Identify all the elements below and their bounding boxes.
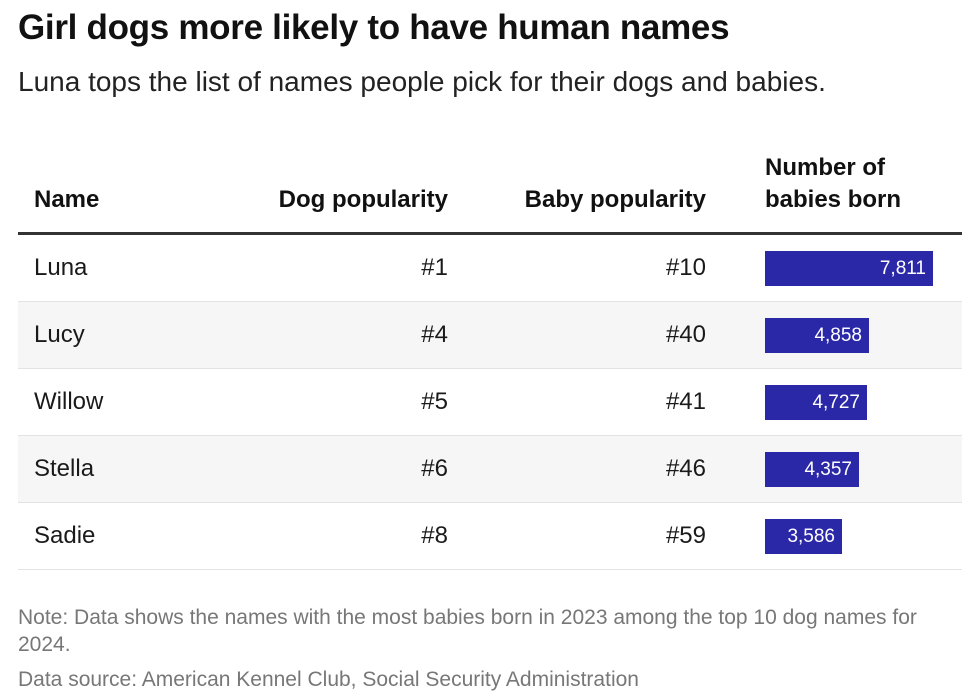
- cell-name: Sadie: [34, 522, 96, 549]
- cell-baby-popularity: #41: [665, 388, 706, 415]
- table-row: Willow #5 #41 4,727: [18, 369, 962, 436]
- babies-born-label: 7,811: [879, 258, 926, 279]
- babies-born-bar: 4,357: [765, 452, 859, 487]
- data-table: Name Dog popularity Baby popularity Numb…: [18, 148, 962, 570]
- babies-born-label: 4,727: [812, 392, 860, 413]
- cell-baby-popularity: #40: [665, 321, 706, 348]
- column-header-babies-born-line1: Number of: [765, 154, 885, 181]
- column-header-dog-popularity: Dog popularity: [278, 186, 448, 213]
- cell-baby-popularity: #10: [665, 254, 706, 281]
- cell-name: Stella: [34, 455, 95, 482]
- babies-born-label: 4,357: [804, 459, 852, 480]
- chart-subtitle: Luna tops the list of names people pick …: [18, 66, 826, 97]
- column-header-name: Name: [34, 186, 100, 213]
- babies-born-bar: 3,586: [765, 519, 842, 554]
- column-header-babies-born: Number of babies born: [765, 152, 901, 216]
- column-header-baby-popularity: Baby popularity: [524, 186, 706, 213]
- cell-dog-popularity: #1: [421, 254, 448, 281]
- table-row: Sadie #8 #59 3,586: [18, 503, 962, 570]
- babies-born-bar: 4,858: [765, 318, 869, 353]
- babies-born-bar: 4,727: [765, 385, 867, 420]
- cell-name: Luna: [34, 254, 88, 281]
- chart-note: Note: Data shows the names with the most…: [18, 606, 917, 656]
- column-header-babies-born-line2: babies born: [765, 186, 902, 213]
- babies-born-label: 4,858: [814, 325, 862, 346]
- cell-name: Lucy: [34, 321, 85, 348]
- babies-born-label: 3,586: [787, 526, 835, 547]
- table-row: Lucy #4 #40 4,858: [18, 302, 962, 369]
- cell-dog-popularity: #8: [421, 522, 448, 549]
- babies-born-bar: 7,811: [765, 251, 933, 286]
- cell-name: Willow: [34, 388, 104, 415]
- table-row: Stella #6 #46 4,357: [18, 436, 962, 503]
- cell-baby-popularity: #46: [665, 455, 706, 482]
- chart-title: Girl dogs more likely to have human name…: [18, 8, 730, 47]
- cell-dog-popularity: #6: [421, 455, 448, 482]
- cell-baby-popularity: #59: [665, 522, 706, 549]
- cell-dog-popularity: #5: [421, 388, 448, 415]
- chart-source: Data source: American Kennel Club, Socia…: [18, 668, 639, 691]
- table-row: Luna #1 #10 7,811: [18, 235, 962, 302]
- table-header: Name Dog popularity Baby popularity Numb…: [18, 148, 962, 232]
- header-rule: [18, 232, 962, 235]
- cell-dog-popularity: #4: [421, 321, 448, 348]
